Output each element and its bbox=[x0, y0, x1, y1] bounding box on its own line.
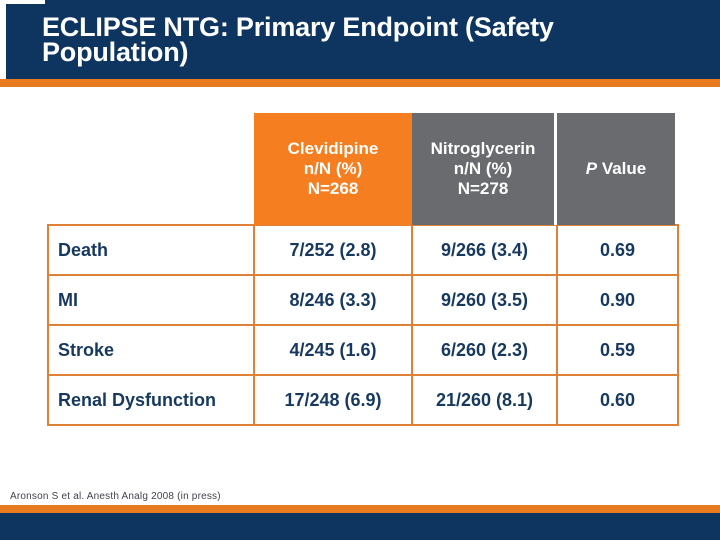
pvalue-label-value: Value bbox=[601, 159, 647, 178]
nitroglycerin-unit: n/N (%) bbox=[453, 159, 513, 178]
nitroglycerin-name: Nitroglycerin bbox=[430, 139, 536, 158]
p-value: 0.59 bbox=[556, 324, 679, 376]
page-title-line1: ECLIPSE NTG: Primary Endpoint (Safety bbox=[42, 12, 554, 42]
footer-band bbox=[0, 513, 720, 540]
table-header-clevidipine: Clevidipine n/N (%) N=268 bbox=[254, 113, 412, 225]
nitroglycerin-n: N=278 bbox=[457, 179, 509, 198]
page-title: ECLIPSE NTG: Primary Endpoint (Safety Po… bbox=[42, 12, 702, 67]
nitroglycerin-value: 9/266 (3.4) bbox=[411, 224, 558, 276]
nitroglycerin-value: 6/260 (2.3) bbox=[411, 324, 558, 376]
page-title-line2: Population) bbox=[42, 37, 189, 67]
title-banner bbox=[6, 0, 720, 79]
footer-accent-bar bbox=[0, 505, 720, 513]
clevidipine-value: 8/246 (3.3) bbox=[253, 274, 413, 326]
p-value: 0.60 bbox=[556, 374, 679, 426]
clevidipine-value: 17/248 (6.9) bbox=[253, 374, 413, 426]
table-row-renal-dysfunction: Renal Dysfunction 17/248 (6.9) 21/260 (8… bbox=[47, 374, 679, 426]
row-label: Renal Dysfunction bbox=[47, 374, 255, 426]
pvalue-label: P Value bbox=[586, 159, 647, 179]
table-header-pvalue: P Value bbox=[557, 113, 675, 225]
clevidipine-value: 7/252 (2.8) bbox=[253, 224, 413, 276]
citation-text: Aronson S et al. Anesth Analg 2008 (in p… bbox=[10, 491, 221, 502]
pvalue-label-p: P bbox=[585, 159, 598, 178]
clevidipine-name: Clevidipine bbox=[287, 139, 379, 158]
clevidipine-n: N=268 bbox=[307, 179, 359, 198]
clevidipine-value: 4/245 (1.6) bbox=[253, 324, 413, 376]
results-table: Death 7/252 (2.8) 9/266 (3.4) 0.69 MI 8/… bbox=[47, 224, 679, 426]
table-row-stroke: Stroke 4/245 (1.6) 6/260 (2.3) 0.59 bbox=[47, 324, 679, 376]
row-label: Death bbox=[47, 224, 255, 276]
nitroglycerin-value: 9/260 (3.5) bbox=[411, 274, 558, 326]
table-header-row: Clevidipine n/N (%) N=268 Nitroglycerin … bbox=[254, 113, 675, 225]
row-label: Stroke bbox=[47, 324, 255, 376]
p-value: 0.69 bbox=[556, 224, 679, 276]
clevidipine-unit: n/N (%) bbox=[303, 159, 363, 178]
title-accent-bar bbox=[0, 79, 720, 87]
nitroglycerin-value: 21/260 (8.1) bbox=[411, 374, 558, 426]
table-row-mi: MI 8/246 (3.3) 9/260 (3.5) 0.90 bbox=[47, 274, 679, 326]
banner-corner-notch bbox=[0, 0, 45, 4]
table-row-death: Death 7/252 (2.8) 9/266 (3.4) 0.69 bbox=[47, 224, 679, 276]
row-label: MI bbox=[47, 274, 255, 326]
p-value: 0.90 bbox=[556, 274, 679, 326]
table-header-nitroglycerin: Nitroglycerin n/N (%) N=278 bbox=[412, 113, 557, 225]
